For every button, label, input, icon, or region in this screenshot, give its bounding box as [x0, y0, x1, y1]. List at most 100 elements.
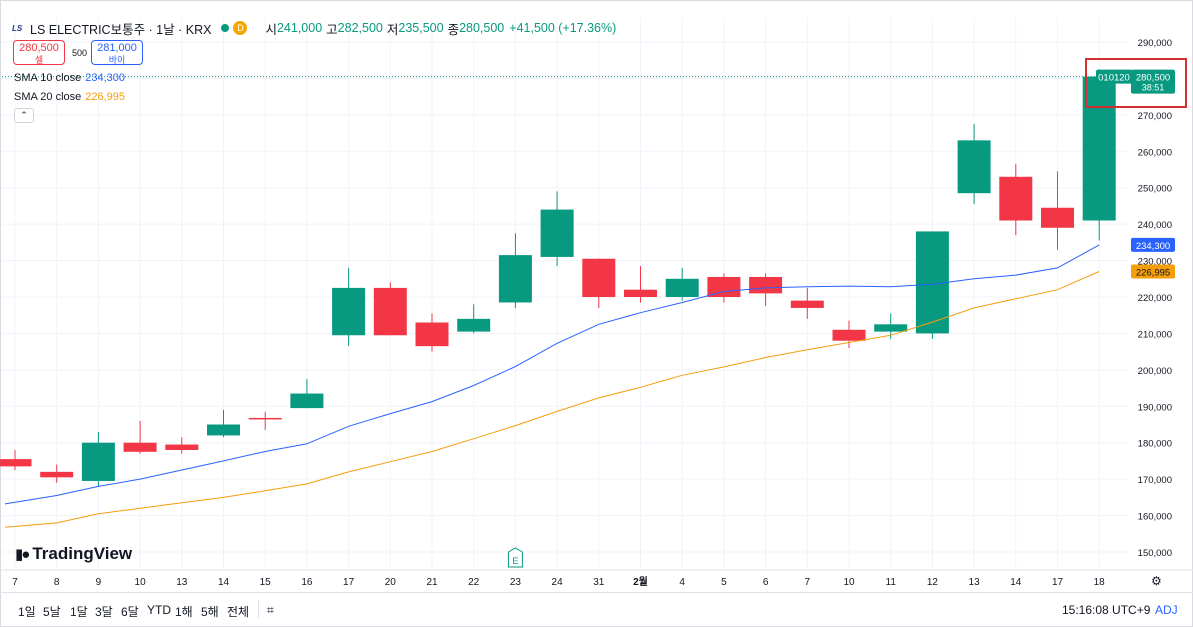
range-button-5d[interactable]: 5날	[43, 605, 61, 619]
time-tick-label: 18	[1094, 577, 1106, 588]
price-tick-label: 190,000	[1138, 402, 1172, 413]
price-tick-label: 230,000	[1138, 257, 1172, 268]
symbol-code-tag: 010120	[1098, 73, 1130, 84]
chevron-up-icon[interactable]: ⌃	[14, 108, 34, 123]
candle-body	[749, 276, 783, 294]
sma10-value: 234,300	[85, 72, 126, 84]
time-tick-label: 20	[385, 577, 397, 588]
candle-body	[1082, 76, 1116, 221]
time-tick-label: 13	[969, 577, 981, 588]
time-tick-label: 2월	[633, 576, 648, 588]
candle-body	[81, 442, 115, 481]
candle-body	[624, 289, 657, 297]
company-logo-icon: LS	[12, 23, 23, 33]
data-delay-badge[interactable]: D	[233, 21, 248, 35]
sma10-price-tag-bg	[1131, 237, 1175, 252]
range-button-3m[interactable]: 3달	[95, 605, 113, 619]
highlight-box	[1085, 58, 1187, 108]
earnings-marker-icon	[507, 547, 523, 568]
candle-body	[290, 393, 324, 409]
candle-body	[40, 471, 74, 478]
candle-body	[373, 287, 407, 336]
last-price-tag: 280,500	[1136, 73, 1170, 84]
price-tick-label: 240,000	[1138, 220, 1172, 231]
price-tick-label: 200,000	[1138, 366, 1172, 377]
calendar-icon[interactable]: ⌗	[267, 603, 274, 617]
time-tick-label: 16	[301, 577, 313, 588]
price-axis: 150,000 160,000 170,000 180,000 190,000 200,0…	[1138, 38, 1172, 559]
price-tick-label: 210,000	[1138, 329, 1172, 340]
time-tick-label: 8	[54, 577, 60, 588]
time-tick-label: 21	[426, 577, 438, 588]
sma20-legend[interactable]: SMA 20 close 226,995	[14, 91, 125, 103]
candle-body	[665, 278, 699, 297]
order-quantity[interactable]: 500	[72, 48, 88, 58]
open-value: 241,000	[276, 21, 323, 35]
buy-button[interactable]: 281,000 바이	[91, 40, 143, 65]
change-value: +41,500 (+17.36%)	[509, 21, 617, 35]
bottom-toolbar: 1일 5날 1달 3달 6달 YTD 1해 5해 전체 ⌗ 15:16:08 U…	[0, 592, 1193, 627]
candle-body	[832, 329, 866, 341]
candle-body	[207, 424, 240, 436]
candle-body	[498, 255, 532, 303]
high-label: 고	[326, 22, 338, 37]
time-tick-label: 9	[96, 577, 102, 588]
range-button-5y[interactable]: 5해	[201, 605, 219, 619]
candle-body	[957, 140, 991, 194]
candle-body	[457, 318, 491, 332]
candle-body	[415, 322, 449, 347]
time-tick-label: 14	[218, 577, 230, 588]
time-tick-label: 14	[1010, 577, 1022, 588]
clock-time[interactable]: 15:16:08 UTC+9	[1062, 603, 1151, 617]
time-tick-label: 4	[679, 577, 685, 588]
candles[interactable]	[0, 69, 1116, 487]
range-button-6m[interactable]: 6달	[121, 605, 139, 619]
price-tick-label: 290,000	[1138, 38, 1172, 49]
market-open-icon	[221, 24, 230, 32]
adjust-button[interactable]: ADJ	[1155, 603, 1178, 617]
time-tick-label: 13	[176, 577, 188, 588]
time-tick-label: 31	[593, 577, 605, 588]
grid-lines	[2, 18, 1128, 570]
close-label: 종	[447, 22, 460, 37]
sma20-price-tag: 226,995	[1136, 268, 1170, 279]
candle-body	[165, 444, 199, 450]
symbol-title[interactable]: LS ELECTRIC보통주 · 1날 · KRX	[30, 22, 212, 37]
symbol-header: LS LS ELECTRIC보통주 · 1날 · KRX D 시 241,000 …	[12, 18, 616, 38]
sell-price: 280,500	[19, 42, 59, 54]
candle-body	[0, 459, 32, 467]
range-button-all[interactable]: 전체	[227, 605, 250, 619]
candle-body	[1041, 207, 1074, 228]
range-button-1d[interactable]: 1일	[18, 605, 36, 619]
sma-lines	[4, 244, 1100, 528]
price-tick-label: 220,000	[1138, 293, 1172, 304]
sell-button[interactable]: 280,500 셀	[13, 40, 65, 65]
time-tick-label: 6	[763, 577, 769, 588]
time-tick-label: 7	[12, 577, 18, 588]
sma10-label: SMA 10 close	[14, 72, 82, 84]
price-tick-label: 160,000	[1138, 512, 1172, 523]
time-tick-label: 24	[552, 577, 564, 588]
price-tick-label: 150,000	[1138, 548, 1172, 559]
range-button-ytd[interactable]: YTD	[147, 603, 171, 617]
candle-body	[248, 417, 282, 420]
gear-icon[interactable]: ⚙	[1151, 574, 1162, 588]
tradingview-mark-icon: ▮●	[15, 546, 30, 563]
sell-label: 셀	[34, 55, 44, 65]
candle-body	[332, 287, 366, 336]
close-value: 280,500	[459, 21, 505, 35]
sma10-legend[interactable]: SMA 10 close 234,300	[14, 72, 125, 84]
candle-body	[707, 276, 741, 297]
range-button-1m[interactable]: 1달	[70, 605, 88, 619]
price-tick-label: 270,000	[1138, 111, 1172, 122]
buy-label: 바이	[108, 55, 126, 65]
time-tick-label: 12	[927, 577, 939, 588]
high-value: 282,500	[337, 21, 383, 35]
time-tick-label: 22	[468, 577, 480, 588]
time-tick-label: 5	[721, 577, 727, 588]
range-button-1y[interactable]: 1해	[175, 605, 193, 619]
symbol-code-tag-bg	[1096, 69, 1132, 84]
time-axis: 7 8 9 10 13 14 15 16 17 20 21 22 23 24 31 2월 4 5 6 7 10 11 12 1…	[0, 569, 1193, 588]
